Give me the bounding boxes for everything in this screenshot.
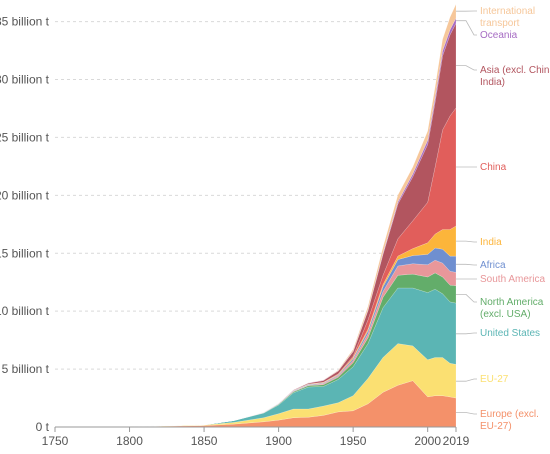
legend-leader-line [456, 332, 477, 335]
x-tick-label: 2000 [414, 434, 441, 448]
y-tick-label: 10 billion t [0, 304, 50, 318]
axis-layer: 0 t 5 billion t 10 billion t 15 billion t 20… [0, 15, 470, 448]
legend-leader-line [456, 378, 477, 382]
y-tick-label: 0 t [36, 420, 50, 434]
y-tick-label: 35 billion t [0, 15, 50, 29]
legend-leader-line [456, 293, 477, 303]
legend-label: China [480, 162, 507, 173]
y-tick-label: 20 billion t [0, 188, 50, 202]
legend-label: Asia (excl. China & [480, 65, 550, 76]
legend-label: South America [480, 274, 545, 285]
legend-label: EU-27 [480, 374, 509, 385]
legend-label: Oceania [480, 30, 518, 41]
legend-leader-line [456, 263, 477, 266]
y-tick-label: 15 billion t [0, 246, 50, 260]
legend-leader-line [456, 240, 477, 243]
x-tick-label: 1800 [116, 434, 143, 448]
y-tick-label: 25 billion t [0, 130, 50, 144]
legend-label: (excl. USA) [480, 309, 531, 320]
legend-label: EU-27) [480, 421, 512, 432]
x-tick-label: 1850 [191, 434, 218, 448]
legend-leader-line [456, 412, 477, 415]
x-tick-label: 1900 [265, 434, 292, 448]
legend-layer: Europe (excl.EU-27) EU-27 United States Nor… [456, 6, 550, 432]
y-tick-label: 5 billion t [2, 362, 50, 376]
grid-layer [55, 21, 456, 370]
x-tick-label: 1750 [42, 434, 69, 448]
legend-label: North America [480, 297, 544, 308]
legend-label: Europe (excl. [480, 409, 539, 420]
legend-leader-line [456, 20, 477, 36]
x-tick-label: 2019 [443, 434, 470, 448]
legend-label: United States [480, 328, 540, 339]
x-tick-label: 1950 [340, 434, 367, 448]
legend-label: International [480, 6, 535, 17]
legend-label: India [480, 237, 502, 248]
area-layer [54, 4, 457, 428]
y-tick-label: 30 billion t [0, 73, 50, 87]
legend-leader-line [456, 65, 477, 71]
legend-label: transport [480, 18, 520, 29]
legend-label: India) [480, 77, 505, 88]
legend-label: Africa [480, 260, 506, 271]
